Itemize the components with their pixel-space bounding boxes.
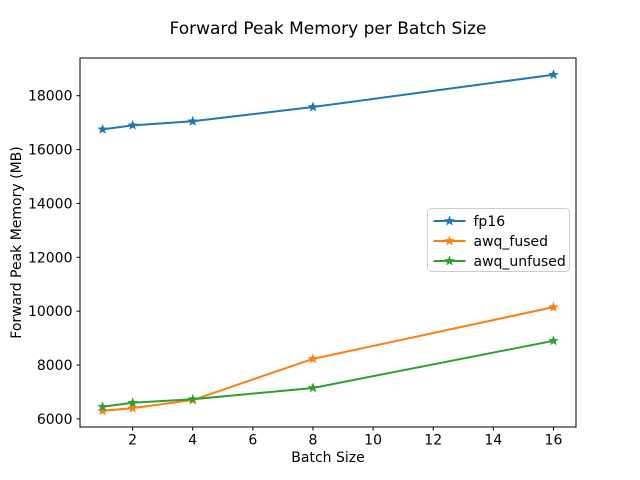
series-line-awq_fused xyxy=(101,306,555,412)
data-point-fp16-x8 xyxy=(307,101,319,112)
x-tick-label-12: 12 xyxy=(424,433,442,449)
legend-box xyxy=(427,208,570,272)
data-point-fp16-x2 xyxy=(127,119,138,130)
y-tick-label-6000: 6000 xyxy=(37,412,73,428)
x-tick-label-4: 4 xyxy=(188,433,197,449)
legend-item-awq_unfused: awq_unfused xyxy=(433,254,566,270)
x-tick-label-2: 2 xyxy=(128,433,137,449)
data-point-awq_fused-x16 xyxy=(548,301,559,312)
y-tick-label-8000: 8000 xyxy=(37,358,73,374)
y-axis-label: Forward Peak Memory (MB) xyxy=(9,146,25,338)
y-tick-label-12000: 12000 xyxy=(28,250,73,266)
legend-item-awq_fused: awq_fused xyxy=(433,234,549,250)
series-line-fp16 xyxy=(101,73,555,131)
data-point-awq_fused-x2 xyxy=(127,402,138,413)
series-line-awq_unfused xyxy=(101,339,555,408)
x-tick-label-8: 8 xyxy=(309,433,318,449)
data-point-awq_unfused-x8 xyxy=(307,382,319,393)
chart-title: Forward Peak Memory per Batch Size xyxy=(170,19,487,39)
y-tick-label-14000: 14000 xyxy=(28,196,73,212)
legend-label-awq_fused: awq_fused xyxy=(474,234,549,250)
legend-star-marker-icon xyxy=(444,255,455,266)
legend-label-fp16: fp16 xyxy=(474,214,506,230)
data-point-awq_fused-x1 xyxy=(97,405,108,416)
plot-area: 2 4 6 8 10 12 14 16 6000 8000 10000 12000 14000 16000… xyxy=(28,57,577,449)
data-point-fp16-x4 xyxy=(187,115,198,126)
data-point-fp16-x16 xyxy=(548,69,559,80)
x-tick-label-6: 6 xyxy=(248,433,257,449)
legend-star-marker-icon xyxy=(444,215,455,226)
data-point-awq_fused-x8 xyxy=(307,353,319,364)
legend-item-fp16: fp16 xyxy=(433,214,506,230)
x-tick-label-14: 14 xyxy=(484,433,502,449)
y-tick-label-10000: 10000 xyxy=(28,304,73,320)
legend: fp16 awq_fused awq_unfused xyxy=(427,208,570,272)
y-tick-label-16000: 16000 xyxy=(28,143,73,159)
axes-frame xyxy=(79,57,577,428)
x-tick-label-10: 10 xyxy=(364,433,382,449)
x-axis-label: Batch Size xyxy=(291,450,364,466)
y-tick-label-18000: 18000 xyxy=(28,89,73,105)
legend-label-awq_unfused: awq_unfused xyxy=(474,254,566,270)
legend-star-marker-icon xyxy=(444,235,455,246)
data-point-fp16-x1 xyxy=(97,123,108,134)
x-tick-label-16: 16 xyxy=(545,433,563,449)
data-point-awq_unfused-x1 xyxy=(97,401,108,412)
data-point-awq_unfused-x16 xyxy=(548,335,559,346)
data-point-awq_unfused-x2 xyxy=(127,397,138,408)
data-point-awq_unfused-x4 xyxy=(187,393,198,404)
